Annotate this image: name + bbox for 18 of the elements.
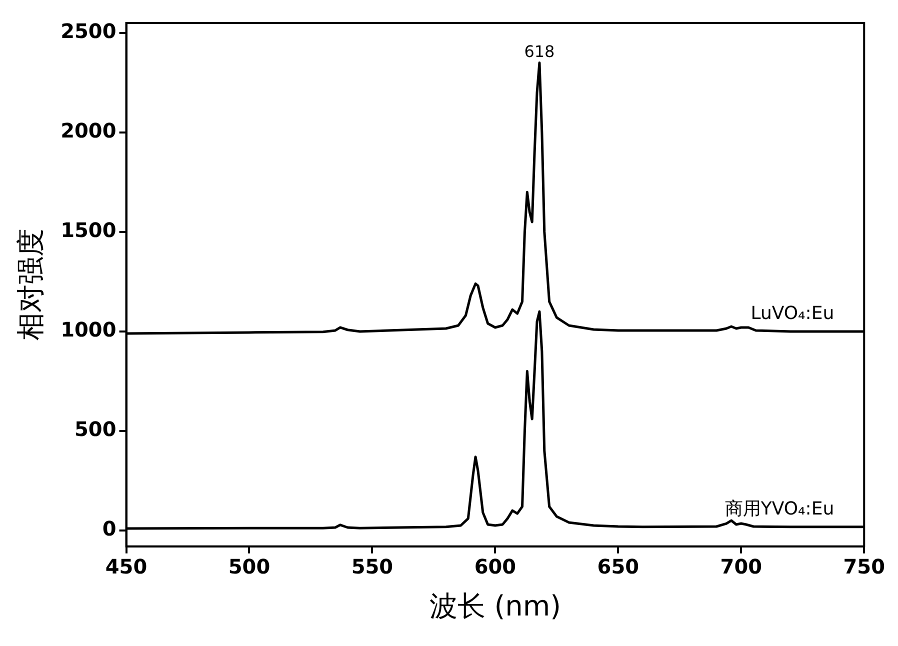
x-tick-label: 650 bbox=[597, 554, 640, 579]
y-axis-title: 相对强度 bbox=[14, 228, 48, 341]
series-label: LuVO₄:Eu bbox=[750, 303, 834, 324]
x-tick-label: 550 bbox=[351, 554, 394, 579]
x-axis-title: 波长 (nm) bbox=[429, 589, 562, 622]
y-tick-label: 0 bbox=[102, 516, 116, 541]
x-tick-label: 500 bbox=[228, 554, 270, 579]
y-tick-label: 500 bbox=[74, 417, 116, 442]
y-tick-label: 2500 bbox=[60, 19, 116, 44]
y-tick-label: 1500 bbox=[60, 218, 116, 242]
x-tick-label: 600 bbox=[474, 554, 516, 579]
y-tick-label: 1000 bbox=[60, 318, 116, 342]
y-tick-label: 2000 bbox=[60, 118, 116, 143]
x-tick-label: 450 bbox=[105, 554, 148, 579]
x-tick-label: 700 bbox=[720, 554, 762, 579]
series-label: 商用YVO₄:Eu bbox=[724, 498, 834, 520]
x-tick-label: 750 bbox=[843, 554, 885, 579]
annotation: 618 bbox=[524, 42, 555, 61]
